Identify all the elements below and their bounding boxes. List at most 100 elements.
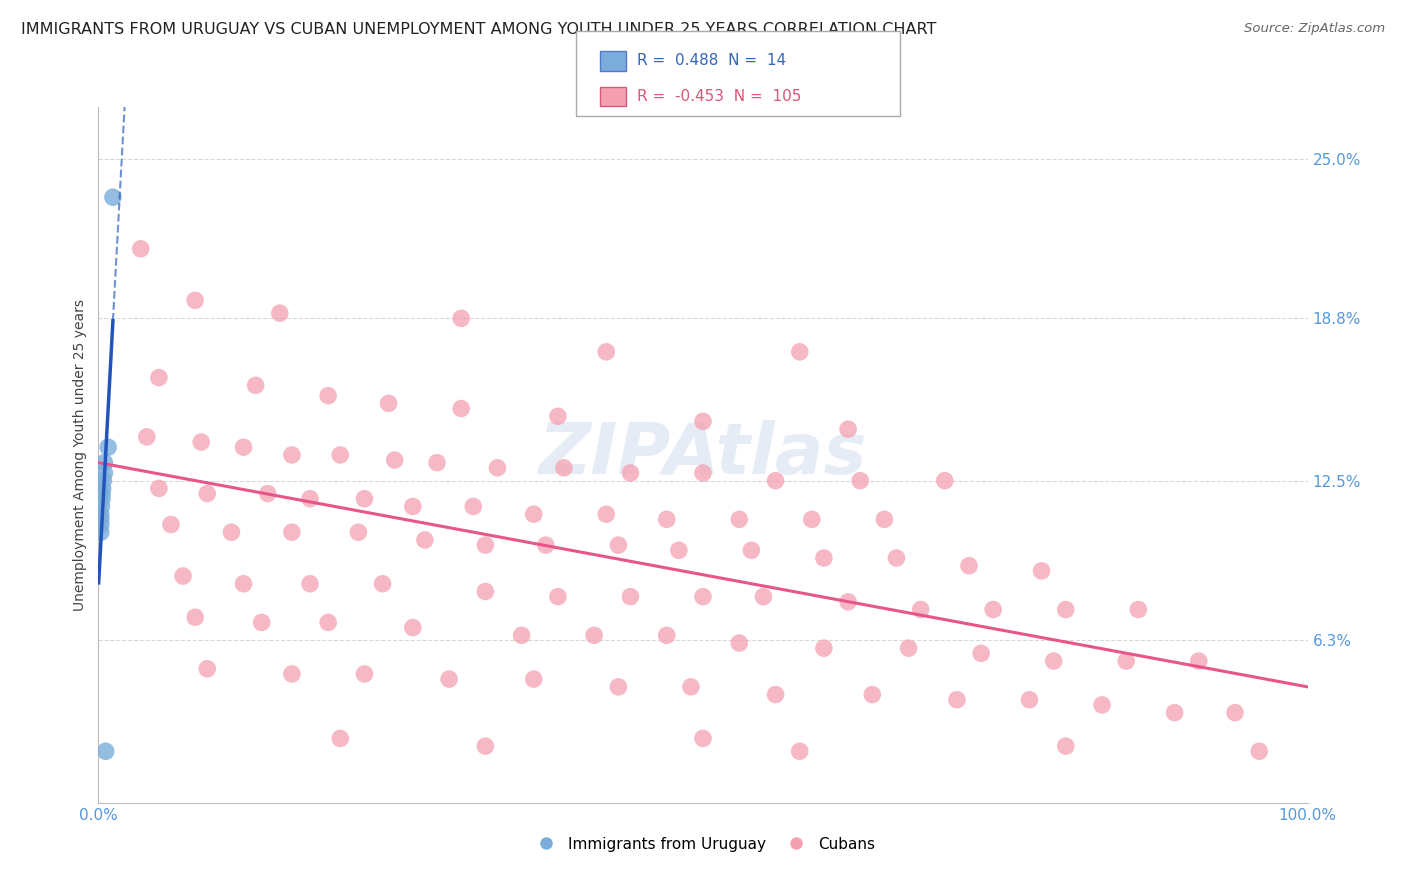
Point — [148, 370, 170, 384]
Point — [281, 525, 304, 540]
Point — [450, 401, 472, 416]
Point — [1042, 654, 1064, 668]
Point — [353, 667, 375, 681]
Point — [607, 680, 630, 694]
Y-axis label: Unemployment Among Youth under 25 years: Unemployment Among Youth under 25 years — [73, 299, 87, 611]
Point — [849, 474, 872, 488]
Point — [195, 662, 218, 676]
Point — [377, 396, 399, 410]
Point — [765, 474, 787, 488]
Point — [256, 486, 278, 500]
Point — [281, 448, 304, 462]
Point — [553, 460, 575, 475]
Point — [184, 293, 207, 308]
Point — [1115, 654, 1137, 668]
Point — [1031, 564, 1053, 578]
Point — [692, 414, 714, 428]
Point — [547, 590, 569, 604]
Point — [101, 190, 124, 204]
Point — [221, 525, 243, 540]
Point — [245, 378, 267, 392]
Point — [813, 641, 835, 656]
Point — [90, 512, 112, 526]
Point — [946, 692, 969, 706]
Point — [97, 440, 120, 454]
Point — [523, 672, 546, 686]
Point — [679, 680, 702, 694]
Point — [486, 460, 509, 475]
Point — [523, 507, 546, 521]
Point — [534, 538, 557, 552]
Point — [1128, 602, 1150, 616]
Point — [129, 242, 152, 256]
Point — [91, 474, 114, 488]
Point — [195, 486, 218, 500]
Point — [90, 517, 112, 532]
Point — [232, 440, 254, 454]
Point — [148, 482, 170, 496]
Point — [1249, 744, 1271, 758]
Point — [752, 590, 775, 604]
Point — [1223, 706, 1246, 720]
Point — [426, 456, 449, 470]
Point — [957, 558, 980, 573]
Point — [728, 512, 751, 526]
Point — [329, 731, 352, 746]
Point — [692, 731, 714, 746]
Point — [353, 491, 375, 506]
Point — [269, 306, 291, 320]
Point — [1018, 692, 1040, 706]
Point — [1163, 706, 1185, 720]
Point — [897, 641, 920, 656]
Text: ZIPAtlas: ZIPAtlas — [538, 420, 868, 490]
Point — [250, 615, 273, 630]
Point — [474, 739, 496, 753]
Point — [583, 628, 606, 642]
Point — [90, 507, 112, 521]
Point — [281, 667, 304, 681]
Point — [347, 525, 370, 540]
Point — [172, 569, 194, 583]
Point — [728, 636, 751, 650]
Point — [655, 512, 678, 526]
Text: IMMIGRANTS FROM URUGUAY VS CUBAN UNEMPLOYMENT AMONG YOUTH UNDER 25 YEARS CORRELA: IMMIGRANTS FROM URUGUAY VS CUBAN UNEMPLO… — [21, 22, 936, 37]
Point — [765, 688, 787, 702]
Point — [90, 525, 112, 540]
Point — [934, 474, 956, 488]
Point — [692, 590, 714, 604]
Point — [655, 628, 678, 642]
Point — [316, 389, 339, 403]
Point — [595, 344, 617, 359]
Point — [232, 576, 254, 591]
Text: R =  -0.453  N =  105: R = -0.453 N = 105 — [637, 89, 801, 103]
Point — [94, 744, 117, 758]
Point — [873, 512, 896, 526]
Point — [595, 507, 617, 521]
Point — [316, 615, 339, 630]
Point — [740, 543, 762, 558]
Point — [837, 595, 859, 609]
Point — [970, 646, 993, 660]
Legend: Immigrants from Uruguay, Cubans: Immigrants from Uruguay, Cubans — [524, 830, 882, 858]
Point — [692, 466, 714, 480]
Point — [450, 311, 472, 326]
Point — [437, 672, 460, 686]
Point — [474, 538, 496, 552]
Point — [474, 584, 496, 599]
Point — [547, 409, 569, 424]
Point — [886, 551, 908, 566]
Point — [160, 517, 183, 532]
Point — [837, 422, 859, 436]
Point — [384, 453, 406, 467]
Point — [402, 621, 425, 635]
Point — [910, 602, 932, 616]
Point — [413, 533, 436, 547]
Point — [619, 466, 641, 480]
Point — [860, 688, 883, 702]
Point — [1054, 739, 1077, 753]
Point — [402, 500, 425, 514]
Point — [668, 543, 690, 558]
Point — [184, 610, 207, 624]
Point — [91, 486, 114, 500]
Point — [607, 538, 630, 552]
